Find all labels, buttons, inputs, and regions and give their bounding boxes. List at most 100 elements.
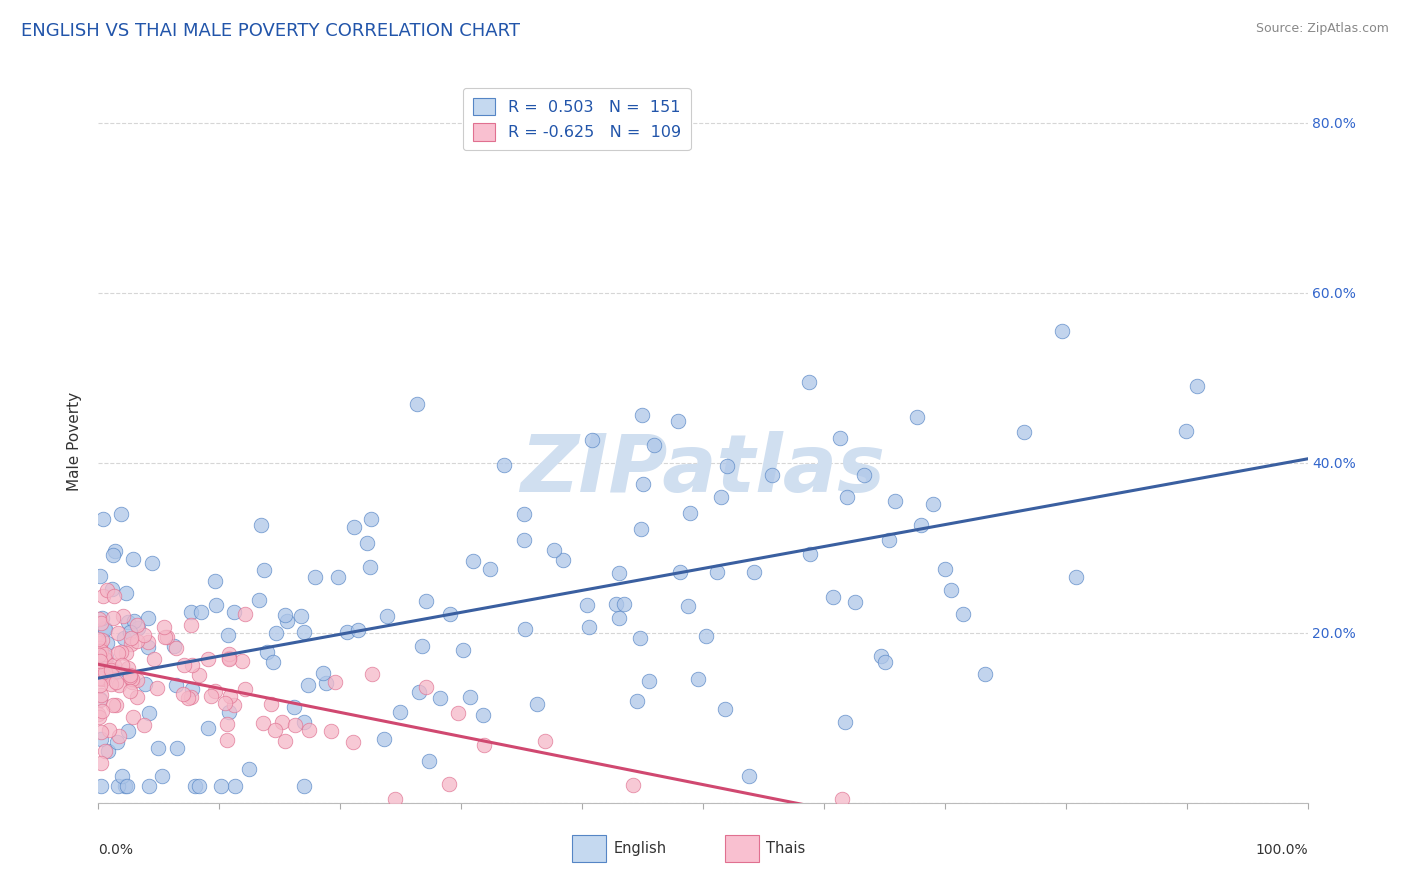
Point (231, 653, 253, 667)
Point (117, 661, 139, 675)
Point (233, 607, 256, 622)
Point (200, 689, 222, 703)
Point (89, 654, 111, 668)
Point (93, 621, 115, 635)
Point (292, 779, 315, 793)
Point (97, 744, 120, 758)
Point (134, 718, 156, 732)
Point (94, 647, 117, 661)
Point (103, 658, 125, 673)
Point (91, 590, 114, 604)
Point (669, 565, 692, 579)
Point (90, 704, 112, 718)
Point (250, 517, 273, 532)
Point (884, 494, 907, 508)
Point (941, 583, 963, 598)
Point (222, 605, 245, 619)
Point (716, 459, 738, 474)
Point (312, 665, 335, 680)
Point (513, 622, 536, 636)
Point (87, 612, 110, 626)
Point (107, 779, 129, 793)
Text: ENGLISH VS THAI MALE POVERTY CORRELATION CHART: ENGLISH VS THAI MALE POVERTY CORRELATION… (21, 22, 520, 40)
Point (89, 640, 111, 655)
Point (138, 706, 160, 721)
Point (224, 698, 246, 712)
Point (408, 685, 430, 699)
Point (96, 636, 118, 650)
Point (90, 633, 112, 648)
Point (181, 682, 204, 697)
Text: 100.0%: 100.0% (1256, 843, 1308, 856)
Point (273, 607, 295, 622)
Point (100, 677, 122, 691)
Point (125, 690, 148, 704)
Point (105, 735, 128, 749)
Point (93, 672, 115, 686)
Point (479, 562, 502, 576)
Point (138, 779, 160, 793)
Point (180, 690, 202, 704)
Point (96, 582, 118, 597)
Point (233, 682, 256, 697)
Point (526, 698, 548, 712)
Point (156, 630, 179, 644)
Point (686, 672, 709, 686)
Point (87, 710, 110, 724)
Point (138, 635, 160, 649)
Text: 0.0%: 0.0% (98, 843, 134, 856)
Point (122, 710, 145, 724)
Point (87, 632, 110, 646)
Point (551, 553, 574, 567)
Point (458, 690, 481, 704)
Point (761, 467, 783, 482)
Point (418, 754, 440, 768)
Point (578, 620, 600, 634)
Point (676, 599, 699, 613)
Point (247, 593, 270, 607)
Point (472, 738, 495, 752)
Point (284, 718, 307, 732)
Point (112, 608, 135, 623)
Point (1185, 379, 1208, 393)
Point (375, 608, 398, 623)
Point (360, 512, 382, 526)
Point (297, 723, 319, 737)
Point (215, 717, 238, 731)
Point (114, 779, 136, 793)
Point (283, 699, 305, 714)
Point (224, 779, 246, 793)
Point (107, 678, 129, 692)
Point (93, 512, 115, 526)
Point (575, 599, 598, 613)
Point (104, 665, 127, 679)
Point (163, 640, 186, 654)
Point (125, 633, 148, 648)
Point (90, 644, 112, 658)
Point (714, 702, 737, 716)
Point (90, 732, 112, 747)
Point (262, 655, 284, 669)
Point (613, 598, 636, 612)
Point (264, 723, 287, 738)
Point (89, 692, 111, 706)
Point (1064, 569, 1087, 583)
Text: ZIPatlas: ZIPatlas (520, 432, 886, 509)
Point (215, 733, 238, 747)
Point (153, 620, 176, 634)
Point (830, 431, 852, 445)
Point (361, 667, 384, 681)
Point (343, 520, 366, 534)
Point (94, 665, 117, 679)
Point (165, 640, 187, 655)
Point (90, 672, 112, 686)
Point (91, 611, 114, 625)
Point (122, 614, 145, 628)
Point (742, 565, 765, 579)
Point (844, 595, 866, 609)
Point (108, 730, 131, 744)
Point (181, 657, 204, 672)
Point (853, 468, 876, 483)
Point (834, 715, 856, 730)
Point (89, 671, 111, 685)
